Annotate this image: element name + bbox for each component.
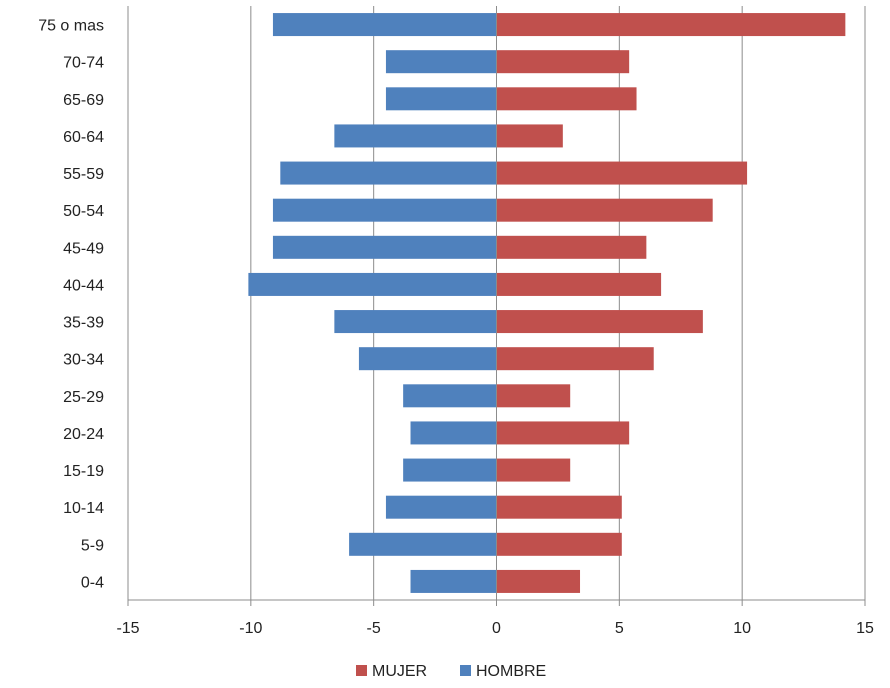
bar-hombre-5-9 bbox=[349, 532, 497, 556]
x-tick-label: -10 bbox=[239, 620, 262, 637]
category-label: 20-24 bbox=[63, 426, 104, 443]
bar-mujer-60-64 bbox=[496, 124, 563, 148]
bar-mujer-65-69 bbox=[496, 87, 637, 111]
bar-hombre-15-19 bbox=[403, 458, 497, 482]
legend-label-hombre: HOMBRE bbox=[476, 663, 546, 680]
bar-mujer-25-29 bbox=[496, 384, 571, 408]
bar-mujer-30-34 bbox=[496, 347, 654, 371]
category-label: 50-54 bbox=[63, 203, 104, 220]
category-label: 45-49 bbox=[63, 240, 104, 257]
bar-hombre-10-14 bbox=[385, 495, 497, 519]
bar-mujer-5-9 bbox=[496, 532, 622, 556]
axes bbox=[127, 6, 866, 606]
category-label: 40-44 bbox=[63, 277, 104, 294]
bar-hombre-75-o-mas bbox=[272, 13, 497, 37]
bar-hombre-20-24 bbox=[410, 421, 497, 445]
bar-hombre-60-64 bbox=[334, 124, 497, 148]
bar-mujer-50-54 bbox=[496, 198, 713, 222]
category-label: 5-9 bbox=[81, 537, 104, 554]
x-tick-label: 15 bbox=[856, 620, 874, 637]
category-labels: 75 o mas 70-74 65-69 60-64 55-59 50-54 45-49 40… bbox=[38, 18, 104, 592]
bar-hombre-55-59 bbox=[280, 161, 497, 185]
legend-swatch-mujer bbox=[356, 665, 367, 676]
x-tick-label: 0 bbox=[492, 620, 501, 637]
bar-hombre-65-69 bbox=[385, 87, 497, 111]
bar-hombre-40-44 bbox=[248, 272, 497, 296]
bar-mujer-40-44 bbox=[496, 272, 662, 296]
category-label: 65-69 bbox=[63, 92, 104, 109]
category-label: 35-39 bbox=[63, 315, 104, 332]
bars bbox=[248, 13, 846, 593]
bar-hombre-70-74 bbox=[385, 50, 497, 74]
legend-label-mujer: MUJER bbox=[372, 663, 427, 680]
bar-hombre-50-54 bbox=[272, 198, 497, 222]
bar-mujer-45-49 bbox=[496, 235, 647, 259]
category-label: 30-34 bbox=[63, 352, 104, 369]
bar-mujer-35-39 bbox=[496, 310, 703, 334]
bar-hombre-25-29 bbox=[403, 384, 497, 408]
category-label: 25-29 bbox=[63, 389, 104, 406]
category-label: 15-19 bbox=[63, 463, 104, 480]
bar-mujer-10-14 bbox=[496, 495, 622, 519]
bar-mujer-20-24 bbox=[496, 421, 630, 445]
category-label: 60-64 bbox=[63, 129, 104, 146]
x-tick-labels: -15 -10 -5 0 5 10 15 bbox=[116, 620, 874, 637]
bar-mujer-55-59 bbox=[496, 161, 748, 185]
category-label: 55-59 bbox=[63, 166, 104, 183]
category-label: 10-14 bbox=[63, 500, 104, 517]
x-tick-label: -15 bbox=[116, 620, 139, 637]
bar-hombre-30-34 bbox=[358, 347, 497, 371]
bar-mujer-15-19 bbox=[496, 458, 571, 482]
category-label: 0-4 bbox=[81, 574, 104, 591]
category-label: 75 o mas bbox=[38, 18, 104, 35]
legend: MUJER HOMBRE bbox=[356, 663, 546, 680]
bar-mujer-0-4 bbox=[496, 569, 581, 593]
bar-hombre-35-39 bbox=[334, 310, 497, 334]
x-tick-label: -5 bbox=[367, 620, 381, 637]
x-tick-label: 10 bbox=[733, 620, 751, 637]
category-label: 70-74 bbox=[63, 55, 104, 72]
x-tick-label: 5 bbox=[615, 620, 624, 637]
bar-hombre-45-49 bbox=[272, 235, 497, 259]
legend-swatch-hombre bbox=[460, 665, 471, 676]
bar-mujer-70-74 bbox=[496, 50, 630, 74]
bar-mujer-75-o-mas bbox=[496, 13, 846, 37]
bar-hombre-0-4 bbox=[410, 569, 497, 593]
